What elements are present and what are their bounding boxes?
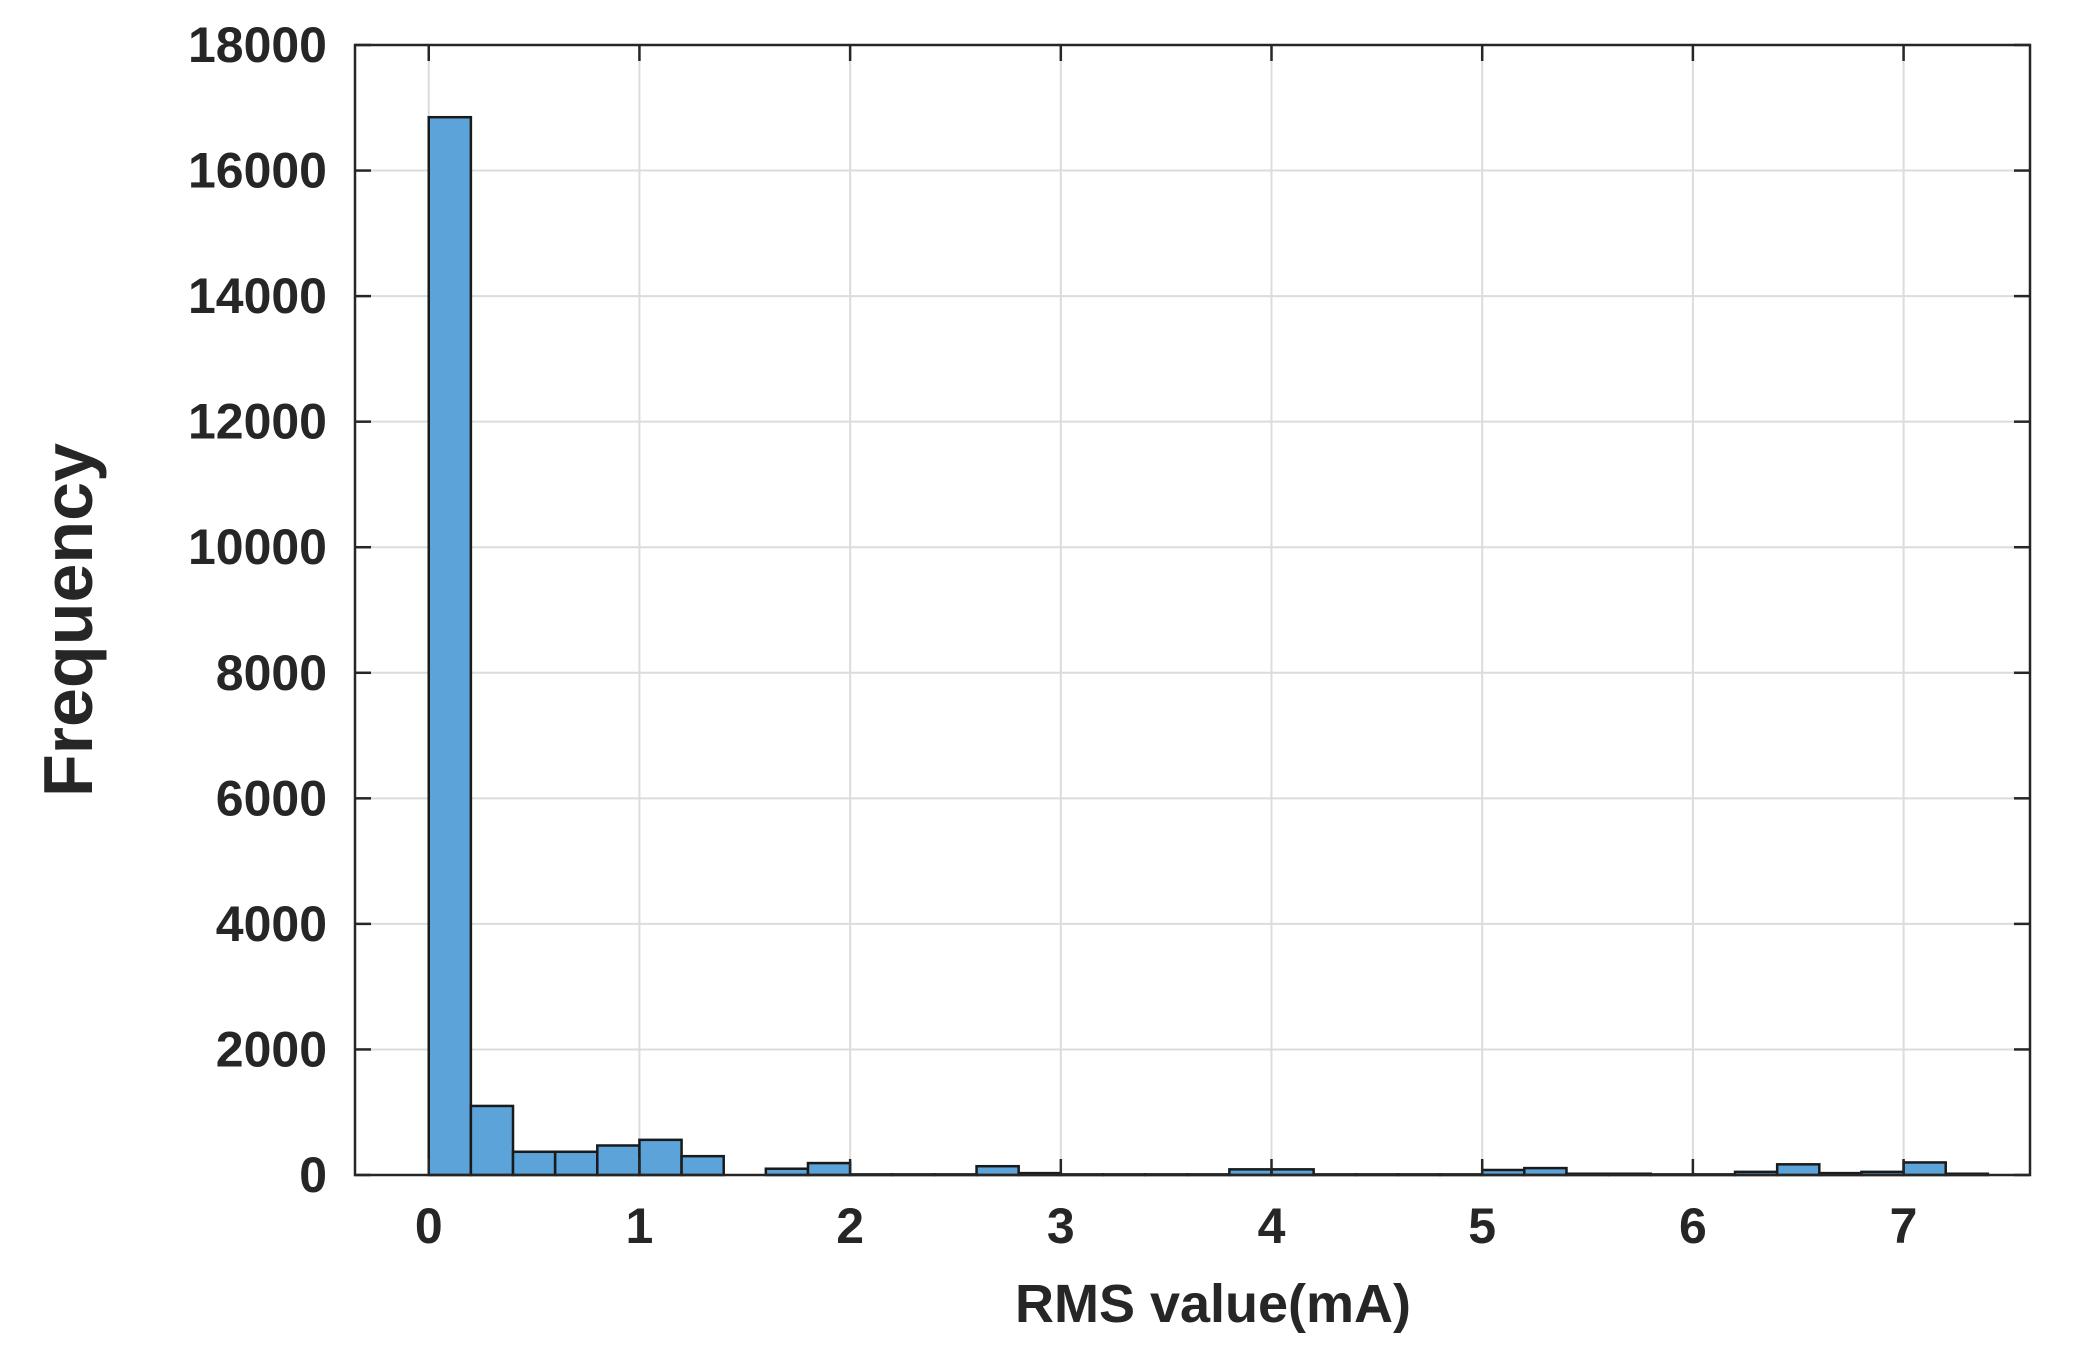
histogram-bar: [1775, 1163, 1821, 1177]
x-tick-label: 0: [415, 1198, 443, 1254]
y-tick-label: 16000: [188, 143, 327, 199]
histogram-bar: [469, 1104, 515, 1177]
plot-frame: [353, 43, 2032, 1177]
histogram-bar: [975, 1164, 1020, 1177]
y-tick-label: 12000: [188, 394, 327, 450]
x-axis-label: RMS value(mA): [1015, 1274, 1411, 1334]
x-tick-labels: 0 1 2 3 4 5 6 7: [415, 1198, 1918, 1254]
y-axis-label: Frequency: [29, 443, 107, 797]
histogram-bars: [427, 115, 1990, 1177]
y-tick-label: 4000: [216, 896, 327, 952]
histogram-bar: [680, 1154, 725, 1177]
y-tick-label: 0: [299, 1147, 327, 1203]
y-tick-labels: 0 2000 4000 6000 8000 10000 12000 14000 16000 180…: [188, 17, 327, 1203]
histogram-bar: [1902, 1161, 1947, 1177]
x-tick-label: 5: [1468, 1198, 1496, 1254]
y-tick-label: 8000: [216, 645, 327, 701]
x-tick-label: 4: [1258, 1198, 1286, 1254]
histogram-bar: [596, 1144, 641, 1177]
x-tick-label: 2: [836, 1198, 864, 1254]
y-tick-label: 14000: [188, 268, 327, 324]
x-tick-label: 6: [1679, 1198, 1707, 1254]
grid-lines: [355, 44, 2030, 1176]
y-tick-label: 18000: [188, 17, 327, 73]
histogram-bar: [511, 1150, 557, 1177]
x-tick-label: 3: [1047, 1198, 1075, 1254]
y-tick-label: 6000: [216, 770, 327, 826]
histogram-bar: [806, 1161, 852, 1177]
histogram-bar: [638, 1138, 683, 1177]
y-tick-label: 2000: [216, 1021, 327, 1077]
histogram-bar: [553, 1150, 599, 1177]
axes-frame: [353, 43, 2032, 1177]
x-tick-label: 1: [626, 1198, 654, 1254]
y-tick-label: 10000: [188, 519, 327, 575]
histogram-bar: [427, 115, 473, 1177]
x-tick-label: 7: [1890, 1198, 1918, 1254]
